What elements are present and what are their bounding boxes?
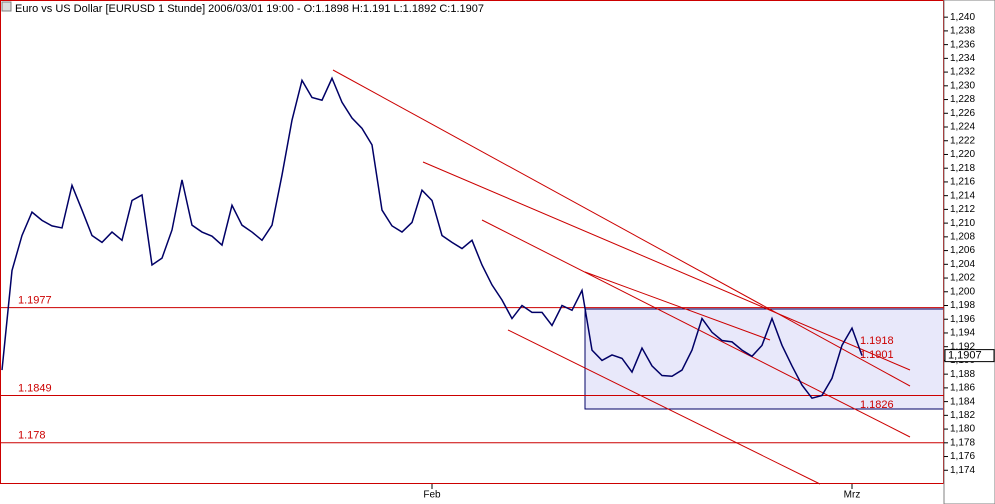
y-tick-label: 1,182 (950, 410, 975, 421)
y-tick-label: 1,236 (950, 39, 975, 50)
y-tick-label: 1,202 (950, 273, 975, 284)
y-tick-label: 1,230 (950, 80, 975, 91)
y-tick-label: 1,194 (950, 328, 975, 339)
y-tick-label: 1,234 (950, 53, 975, 64)
y-tick-label: 1,218 (950, 163, 975, 174)
horizontal-line-label: 1.1849 (18, 382, 52, 394)
y-tick-label: 1,200 (950, 286, 975, 297)
y-tick-label: 1,238 (950, 26, 975, 37)
chart-icon (1, 1, 12, 12)
y-tick-label: 1,232 (950, 67, 975, 78)
trend-line (584, 271, 771, 341)
y-tick-label: 1,196 (950, 314, 975, 325)
current-price-label: 1,1907 (948, 350, 982, 362)
y-axis-area (943, 0, 995, 504)
y-tick-label: 1,240 (950, 12, 975, 23)
trend-line (507, 329, 821, 485)
chart-title: Euro vs US Dollar [EURUSD 1 Stunde] 2006… (15, 3, 484, 15)
y-tick-label: 1,174 (950, 465, 975, 476)
y-tick-label: 1,198 (950, 300, 975, 311)
horizontal-line-label: 1.178 (18, 430, 46, 442)
annotation: 1.1826 (860, 399, 894, 411)
y-tick-label: 1,192 (950, 341, 975, 352)
y-tick-label: 1,222 (950, 135, 975, 146)
y-tick-label: 1,210 (950, 218, 975, 229)
price-line (1, 76, 863, 400)
y-tick-label: 1,212 (950, 204, 975, 215)
y-tick-label: 1,224 (950, 122, 975, 133)
trend-line (332, 69, 911, 387)
y-tick-label: 1,178 (950, 437, 975, 448)
annotation: 1.1918 (860, 335, 894, 347)
y-tick-label: 1,188 (950, 369, 975, 380)
annotation: 1.1901 (860, 349, 894, 361)
y-tick-label: 1,204 (950, 259, 975, 270)
trend-line (422, 161, 911, 371)
y-tick-label: 1,228 (950, 94, 975, 105)
y-tick-label: 1,208 (950, 231, 975, 242)
horizontal-line-label: 1.1977 (18, 294, 52, 306)
x-tick-label: Mrz (844, 490, 861, 501)
x-tick-label: Feb (423, 490, 441, 501)
trend-line (481, 219, 911, 438)
y-tick-label: 1,186 (950, 383, 975, 394)
current-price-box (944, 349, 995, 363)
y-tick-label: 1,226 (950, 108, 975, 119)
y-tick-label: 1,206 (950, 245, 975, 256)
y-tick-label: 1,220 (950, 149, 975, 160)
y-tick-label: 1,176 (950, 451, 975, 462)
trend-lines (332, 69, 911, 485)
y-tick-label: 1,214 (950, 190, 975, 201)
y-tick-label: 1,184 (950, 396, 975, 407)
y-tick-label: 1,180 (950, 424, 975, 435)
y-tick-label: 1,216 (950, 177, 975, 188)
